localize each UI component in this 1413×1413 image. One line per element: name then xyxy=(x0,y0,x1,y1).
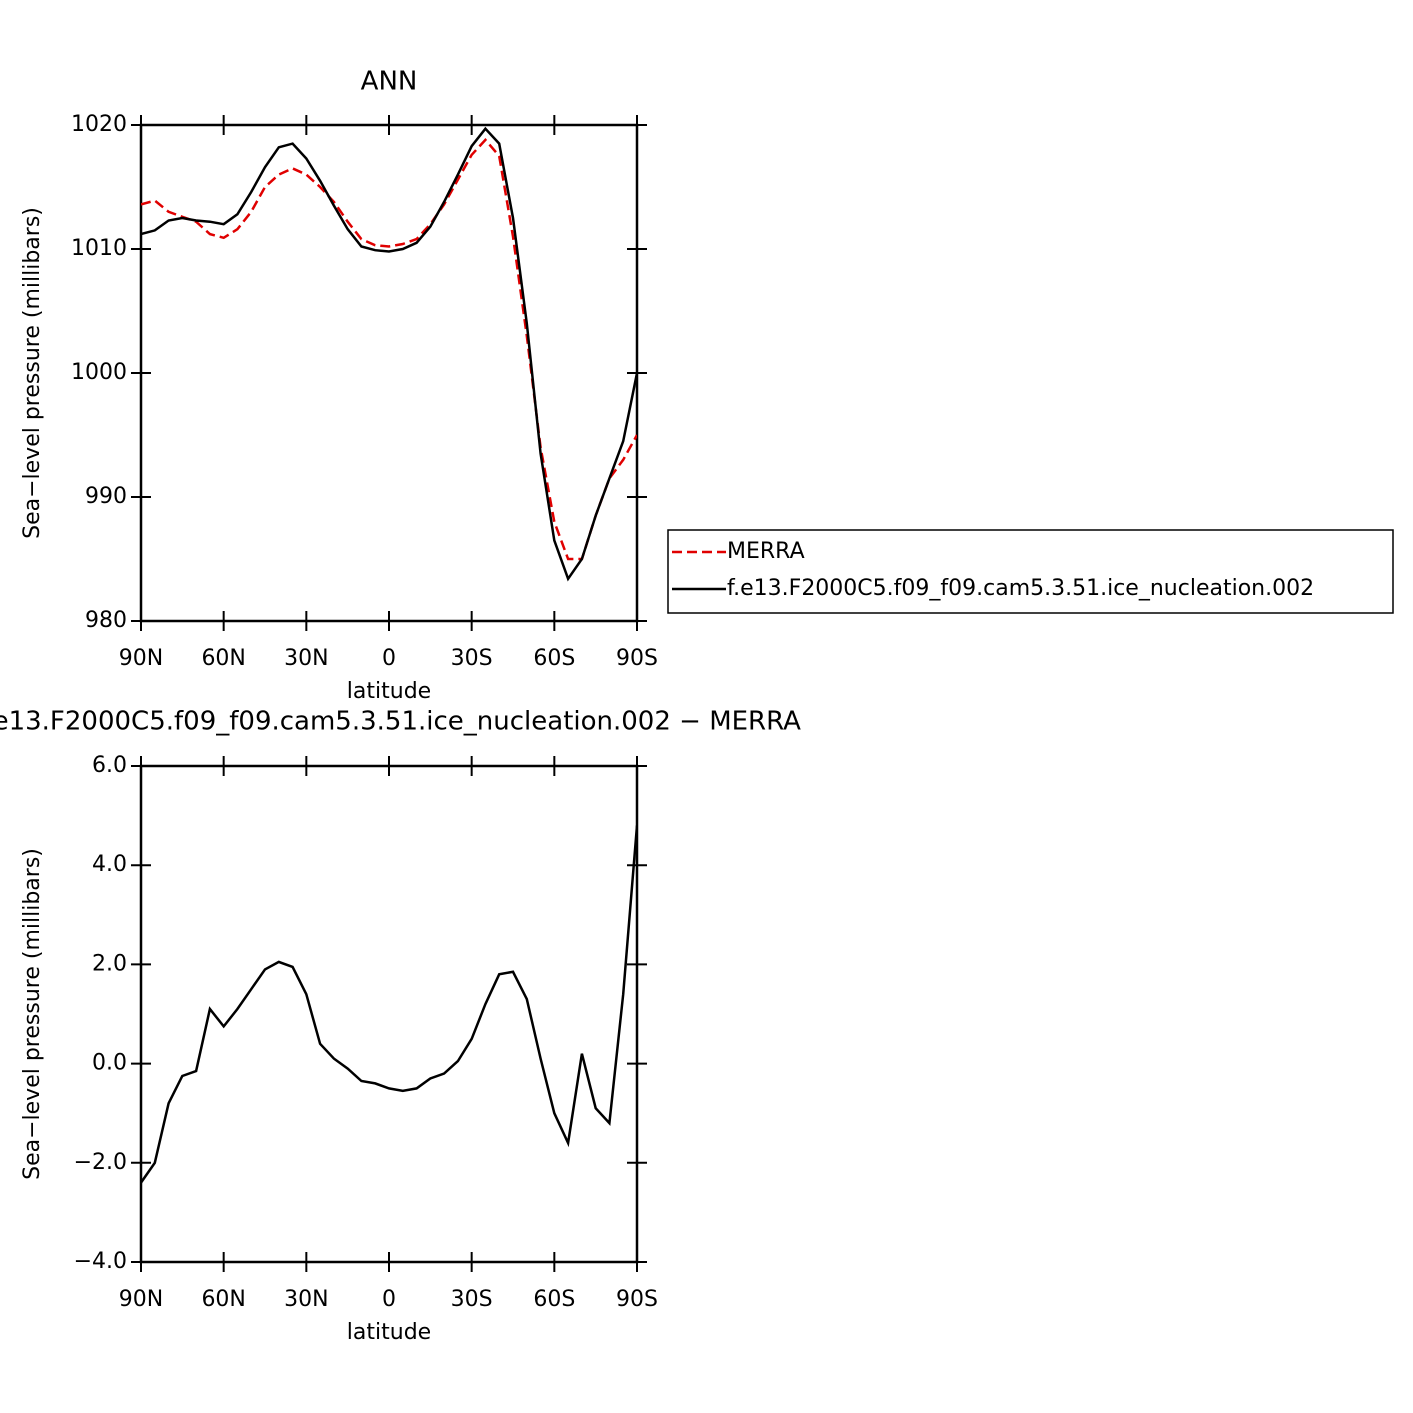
plot-frame xyxy=(139,764,639,1264)
chart-title: ANN xyxy=(361,67,418,97)
x-tick-label: 60N xyxy=(201,1287,245,1312)
series-line xyxy=(141,126,637,582)
y-axis-label: Sea−level pressure (millibars) xyxy=(20,207,45,539)
x-tick-label: 30N xyxy=(284,646,328,671)
x-tick-label: 30S xyxy=(451,1287,493,1312)
x-tick-label: 90S xyxy=(616,1287,658,1312)
legend-label: MERRA xyxy=(727,539,805,564)
y-tick-label: 6.0 xyxy=(92,753,127,778)
x-tick-label: 0 xyxy=(382,1287,396,1312)
series-line xyxy=(141,825,637,1184)
y-tick-label: 1000 xyxy=(71,360,127,385)
y-tick-label: −4.0 xyxy=(74,1249,127,1274)
series-line xyxy=(141,138,637,561)
y-tick-label: 4.0 xyxy=(92,852,127,877)
y-tick-label: 0.0 xyxy=(92,1051,127,1076)
y-tick-label: 980 xyxy=(85,608,127,633)
x-tick-label: 90N xyxy=(119,646,163,671)
y-axis-label: Sea−level pressure (millibars) xyxy=(20,848,45,1180)
chart-title: f.e13.F2000C5.f09_f09.cam5.3.51.ice_nucl… xyxy=(0,707,801,737)
x-tick-label: 30N xyxy=(284,1287,328,1312)
x-axis-label: latitude xyxy=(347,679,431,704)
x-tick-label: 90N xyxy=(119,1287,163,1312)
y-tick-label: 990 xyxy=(85,484,127,509)
y-tick-label: −2.0 xyxy=(74,1150,127,1175)
x-tick-label: 0 xyxy=(382,646,396,671)
y-tick-label: 1010 xyxy=(71,236,127,261)
x-axis-label: latitude xyxy=(347,1320,431,1345)
x-tick-label: 90S xyxy=(616,646,658,671)
y-tick-label: 1020 xyxy=(71,112,127,137)
legend-label: f.e13.F2000C5.f09_f09.cam5.3.51.ice_nucl… xyxy=(727,576,1314,601)
x-tick-label: 60S xyxy=(533,1287,575,1312)
legend-box xyxy=(667,529,1394,614)
x-tick-label: 30S xyxy=(451,646,493,671)
y-tick-label: 2.0 xyxy=(92,951,127,976)
x-tick-label: 60S xyxy=(533,646,575,671)
x-tick-label: 60N xyxy=(201,646,245,671)
